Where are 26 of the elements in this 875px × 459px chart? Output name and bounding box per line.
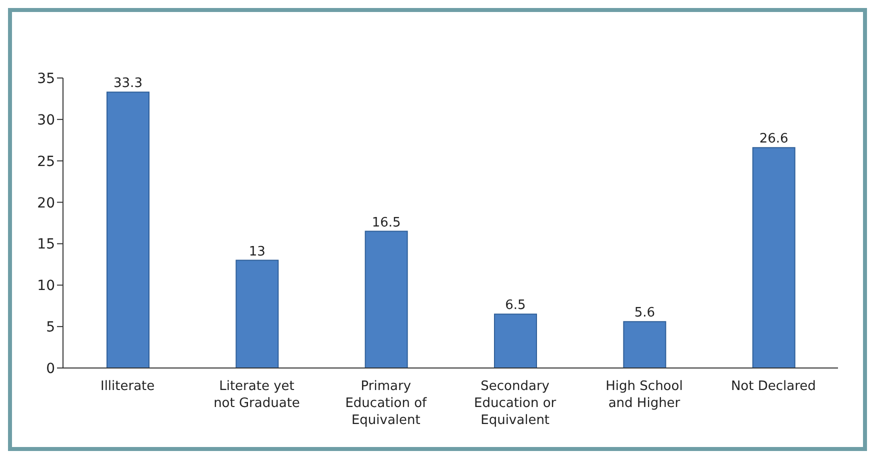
x-tick-label: Not Declared: [730, 379, 816, 394]
y-tick-label: 15: [37, 236, 55, 253]
x-tick-label: Primary Education of Equivalent: [345, 379, 428, 428]
y-tick-label: 35: [37, 70, 55, 87]
data-label: 5.6: [634, 306, 656, 321]
x-tick-label: High School and Higher: [606, 379, 683, 411]
data-label: 6.5: [505, 298, 526, 314]
bar: [106, 92, 150, 368]
bar: [364, 230, 408, 368]
bar: [236, 260, 279, 368]
bar: [494, 314, 537, 368]
y-tick-label: 0: [46, 360, 55, 377]
data-label: 33.3: [114, 76, 142, 92]
x-tick-label: Illiterate: [100, 379, 155, 394]
data-label: 26.6: [759, 132, 788, 147]
data-label: 16.5: [372, 215, 401, 230]
x-tick-label: Literate yet not Graduate: [214, 379, 300, 411]
bar: [752, 147, 796, 368]
y-tick-label: 25: [37, 154, 55, 170]
y-tick-label: 5: [46, 320, 55, 336]
bar: [623, 321, 666, 368]
y-tick-label: 30: [37, 112, 55, 128]
y-tick-label: 20: [37, 195, 55, 212]
x-tick-label: Secondary Education or Equivalent: [474, 379, 557, 428]
y-tick-label: 10: [37, 278, 55, 294]
data-label: 13: [248, 244, 266, 260]
